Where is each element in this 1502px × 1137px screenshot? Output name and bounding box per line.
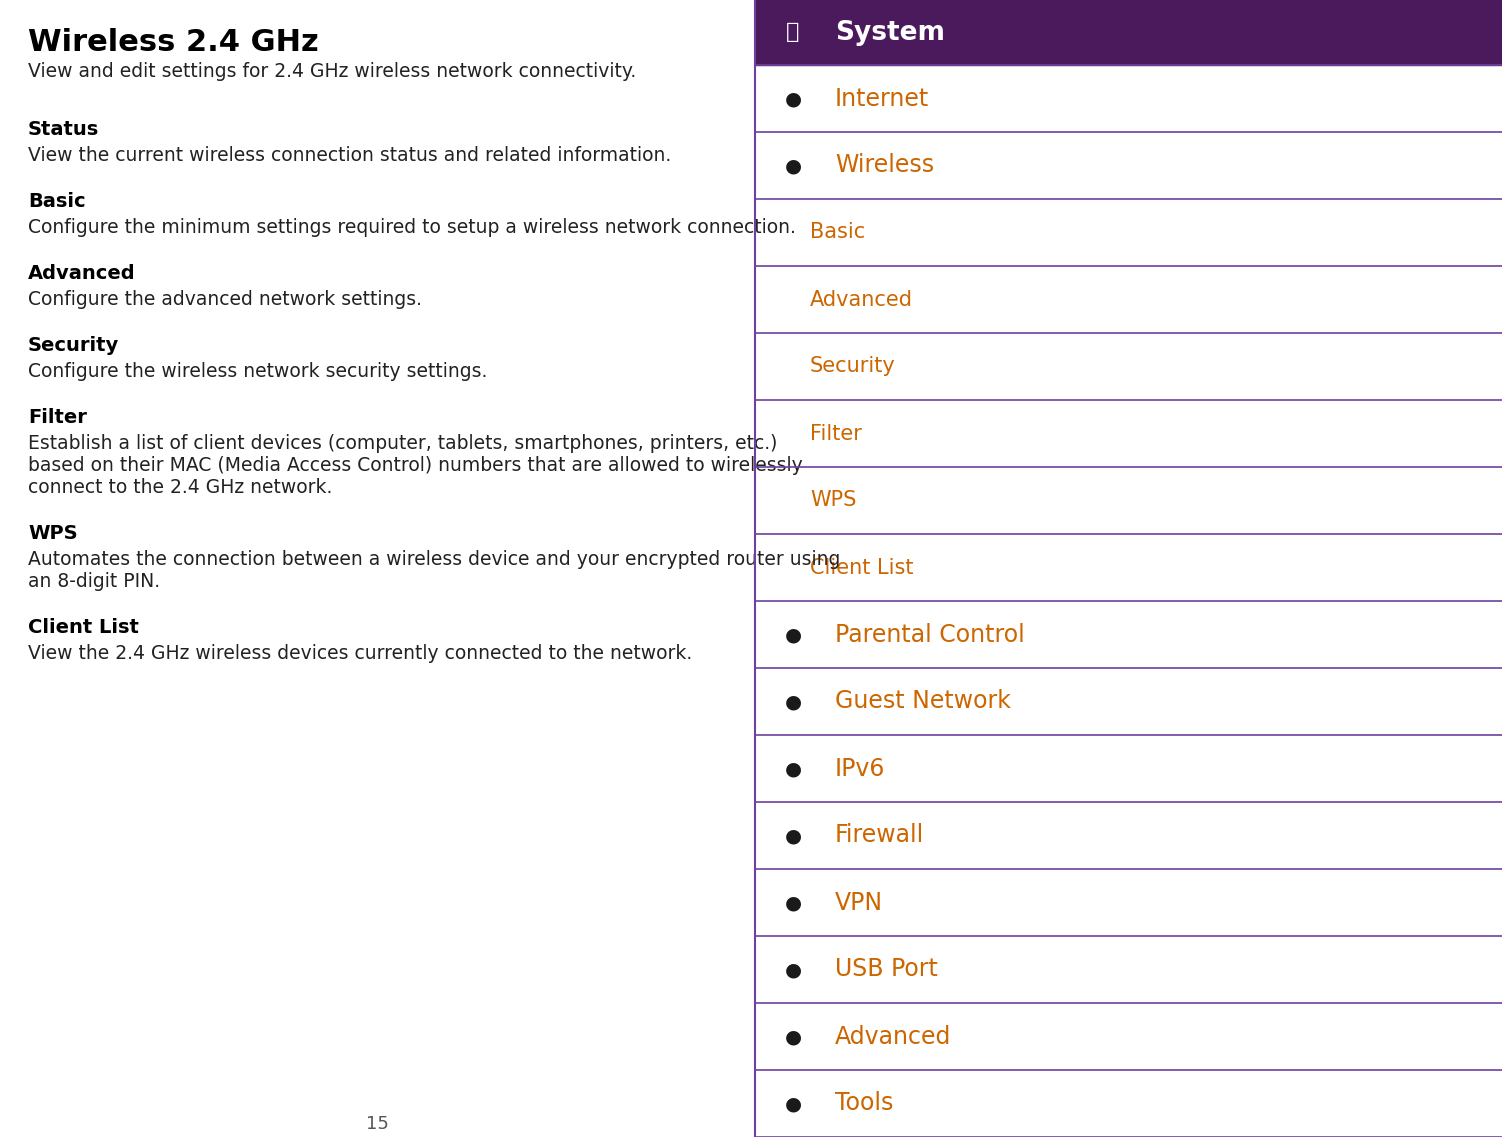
Text: Filter: Filter bbox=[810, 423, 862, 443]
Text: Client List: Client List bbox=[810, 557, 913, 578]
Text: Status: Status bbox=[29, 121, 99, 139]
Text: Basic: Basic bbox=[810, 223, 865, 242]
Text: VPN: VPN bbox=[835, 890, 883, 914]
Text: an 8-digit PIN.: an 8-digit PIN. bbox=[29, 572, 161, 591]
Text: Wireless 2.4 GHz: Wireless 2.4 GHz bbox=[29, 28, 318, 57]
Text: System: System bbox=[835, 19, 945, 45]
Text: 15: 15 bbox=[366, 1115, 389, 1132]
Text: connect to the 2.4 GHz network.: connect to the 2.4 GHz network. bbox=[29, 478, 332, 497]
Text: WPS: WPS bbox=[29, 524, 78, 543]
Text: Client List: Client List bbox=[29, 619, 138, 637]
Text: ⬜: ⬜ bbox=[787, 23, 799, 42]
Text: Basic: Basic bbox=[29, 192, 86, 211]
Text: Security: Security bbox=[810, 357, 895, 376]
Text: Security: Security bbox=[29, 337, 119, 355]
Text: IPv6: IPv6 bbox=[835, 756, 885, 780]
Text: ●: ● bbox=[784, 760, 802, 778]
Text: Internet: Internet bbox=[835, 86, 930, 110]
Text: Establish a list of client devices (computer, tablets, smartphones, printers, et: Establish a list of client devices (comp… bbox=[29, 434, 778, 453]
Text: based on their MAC (Media Access Control) numbers that are allowed to wirelessly: based on their MAC (Media Access Control… bbox=[29, 456, 802, 475]
Text: Filter: Filter bbox=[29, 408, 87, 428]
Text: USB Port: USB Port bbox=[835, 957, 937, 981]
Text: ●: ● bbox=[784, 89, 802, 108]
Text: ●: ● bbox=[784, 156, 802, 175]
Text: Firewall: Firewall bbox=[835, 823, 924, 847]
Text: ●: ● bbox=[784, 1027, 802, 1046]
Text: Configure the advanced network settings.: Configure the advanced network settings. bbox=[29, 290, 422, 309]
Text: ●: ● bbox=[784, 692, 802, 711]
Bar bbox=[756, 0, 1502, 65]
Text: ●: ● bbox=[784, 625, 802, 644]
Text: View and edit settings for 2.4 GHz wireless network connectivity.: View and edit settings for 2.4 GHz wirel… bbox=[29, 63, 637, 81]
Text: Guest Network: Guest Network bbox=[835, 689, 1011, 714]
Text: Configure the minimum settings required to setup a wireless network connection.: Configure the minimum settings required … bbox=[29, 218, 796, 236]
Text: Wireless: Wireless bbox=[835, 153, 934, 177]
Text: View the 2.4 GHz wireless devices currently connected to the network.: View the 2.4 GHz wireless devices curren… bbox=[29, 644, 692, 663]
Text: Advanced: Advanced bbox=[29, 264, 135, 283]
Text: WPS: WPS bbox=[810, 490, 856, 511]
Text: Automates the connection between a wireless device and your encrypted router usi: Automates the connection between a wirel… bbox=[29, 550, 841, 568]
Bar bbox=[756, 0, 1502, 1137]
Text: Advanced: Advanced bbox=[835, 1024, 951, 1048]
Text: Advanced: Advanced bbox=[810, 290, 913, 309]
Text: ●: ● bbox=[784, 1094, 802, 1113]
Text: View the current wireless connection status and related information.: View the current wireless connection sta… bbox=[29, 146, 671, 165]
Text: ●: ● bbox=[784, 893, 802, 912]
Text: ●: ● bbox=[784, 825, 802, 845]
Text: Tools: Tools bbox=[835, 1092, 894, 1115]
Text: Parental Control: Parental Control bbox=[835, 622, 1024, 647]
Text: Configure the wireless network security settings.: Configure the wireless network security … bbox=[29, 362, 487, 381]
Text: ●: ● bbox=[784, 960, 802, 979]
